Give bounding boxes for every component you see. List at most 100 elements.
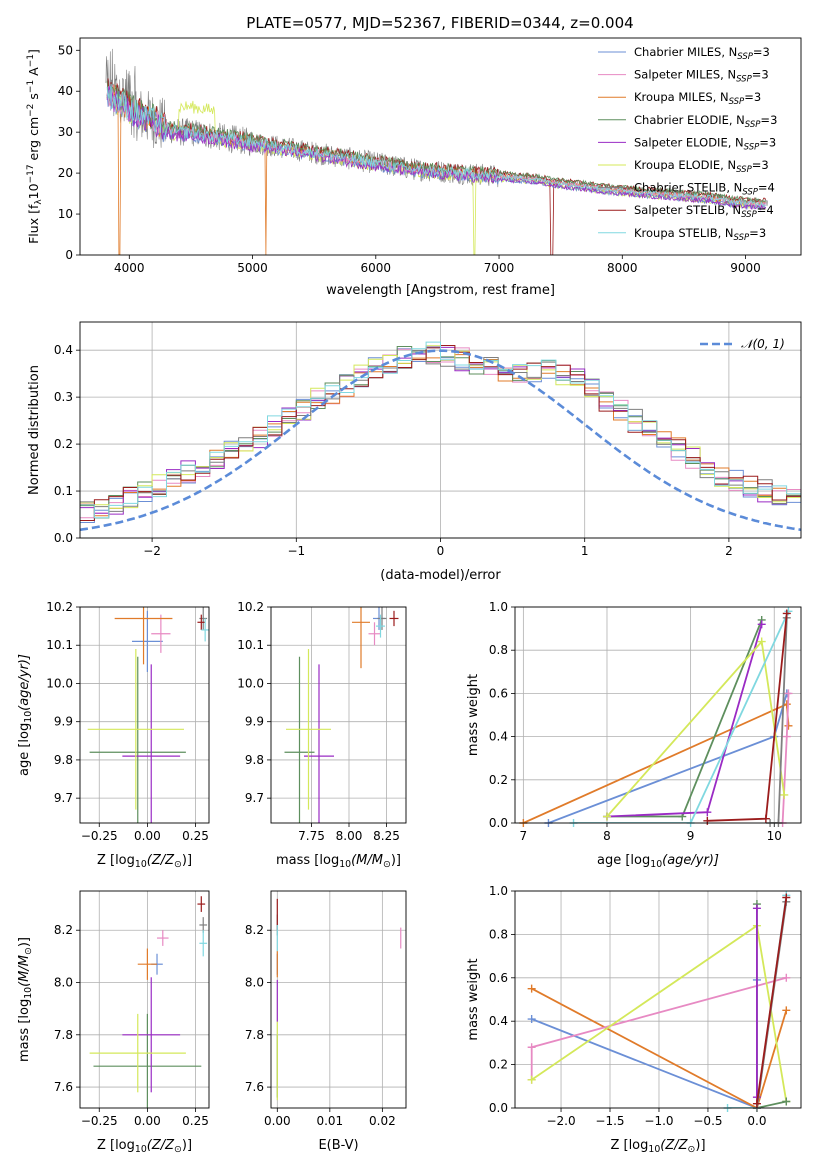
age-vs-Z-xtick-label: −0.25 <box>81 829 118 843</box>
legend-label-part: 3 <box>770 113 777 127</box>
age-vs-mass-xlabel-part: mass [log <box>276 853 339 868</box>
legend-label-part: = <box>753 45 763 59</box>
legend-label-chabrier-elodie: Chabrier ELODIE, NSSP=3 <box>634 113 777 130</box>
legend-label-part: , N <box>721 45 737 59</box>
residuals-frame <box>79 321 802 539</box>
legend-label-part: = <box>760 113 770 127</box>
mass-vs-Z-xtick-label: 0.00 <box>134 1114 161 1128</box>
spectrum-xtick-label: 5000 <box>237 261 268 275</box>
weight-vs-Z-ytick-label: 0.2 <box>489 1058 508 1072</box>
mass-vs-EBV-ytick-label: 7.6 <box>245 1080 264 1094</box>
weight-vs-age-marker-kroupa-miles <box>784 721 793 730</box>
weight-vs-Z-marker-salpeter-miles <box>782 973 791 982</box>
age-vs-Z-ytick-label: 9.7 <box>54 791 73 805</box>
legend-label-part: , N <box>726 181 742 195</box>
weight-vs-age-xtick-label: 10 <box>767 829 782 843</box>
legend-label-part: = <box>757 203 767 217</box>
mass-vs-Z-xlabel-part: (Z/Z <box>147 1138 175 1153</box>
spectrum-xtick-label: 8000 <box>607 261 638 275</box>
mass-vs-Z-ytick-label: 8.2 <box>54 923 73 937</box>
legend-label-part: Chabrier MILES <box>634 45 721 59</box>
age-vs-mass-panel: 7.75 8.00 8.25 9.7 9.8 9.9 10.0 10.1 10.2 mass [l… <box>237 600 407 870</box>
legend-label-part: = <box>749 226 759 240</box>
legend-label-part: Kroupa MILES <box>634 90 713 104</box>
residuals-ytick-label: 0.1 <box>54 484 73 498</box>
age-vs-Z-ytick-label: 10.1 <box>46 638 73 652</box>
spectrum-xtick-label: 6000 <box>361 261 392 275</box>
legend-label-part: Kroupa ELODIE <box>634 158 720 172</box>
weight-vs-age-frame <box>514 606 802 824</box>
weight-vs-Z-xlabel-part: (Z/Z <box>660 1138 688 1153</box>
spectrum-ylabel-part: ] <box>26 49 41 54</box>
age-vs-Z-xlabel-part: )] <box>182 853 192 868</box>
age-vs-mass-xtick-label: 7.75 <box>298 829 325 843</box>
residual-hist-salpeter-stelib <box>80 345 801 526</box>
mass-vs-Z-ytick-label: 7.8 <box>54 1028 73 1042</box>
weight-vs-age-marker-salpeter-stelib <box>703 816 712 825</box>
mass-vs-EBV-frame <box>270 890 407 1109</box>
spectrum-ylabel-part: A <box>26 67 41 80</box>
spectrum-ytick-label: 50 <box>58 43 73 57</box>
weight-vs-age-marker-salpeter-stelib <box>761 814 770 823</box>
age-vs-Z-ytick-label: 10.2 <box>46 600 73 614</box>
spectrum-panel: 4000 5000 6000 7000 8000 9000 0 10 20 30 40 50 wavel… <box>26 37 802 298</box>
mass-vs-Z-panel: −0.25 0.00 0.257.67.88.08.2Z [log10(Z/Z⊙)]… <box>17 890 210 1155</box>
residuals-ylabel: Normed distribution <box>27 365 42 495</box>
weight-vs-Z-xtick-label: −2.0 <box>546 1114 575 1128</box>
mass-vs-EBV-ytick-label: 8.0 <box>245 976 264 990</box>
spectrum-xtick-label: 7000 <box>484 261 515 275</box>
weight-vs-age-marker-salpeter-elodie <box>703 808 712 817</box>
residual-hist-salpeter-elodie <box>80 345 801 525</box>
mass-vs-Z-ylabel-part: mass [log <box>17 999 32 1062</box>
age-vs-mass-xlabel-part: (M/M <box>351 853 383 868</box>
spectrum-ylabel-part: λ <box>34 199 44 205</box>
residuals-xlabel: (data-model)/error <box>380 568 501 583</box>
residuals-xtick-label: 1 <box>581 544 589 558</box>
legend-label-part: Kroupa STELIB <box>634 226 718 240</box>
spectrum-ylabel-part: Flux [f <box>26 204 41 244</box>
weight-vs-age-marker-salpeter-miles <box>782 732 791 741</box>
age-vs-Z-ylabel-part: (age/yr)] <box>17 654 32 711</box>
age-vs-Z-panel: −0.25 0.00 0.25 9.7 9.8 9.9 10.0 10.1 10.2 Z [log… <box>17 600 210 870</box>
legend-label-part: Salpeter STELIB <box>634 203 725 217</box>
mass-vs-Z-ylabel: mass [log10(M/M⊙)] <box>17 937 34 1062</box>
spectrum-frame <box>79 37 802 256</box>
age-vs-mass-ytick-label: 10.2 <box>237 600 264 614</box>
weight-vs-age-xlabel-part: (age/yr)] <box>662 853 719 868</box>
spectrum-ylabel: Flux [fλ10−17 erg cm−2 s−1 A−1] <box>26 49 44 244</box>
mass-vs-Z-xlabel-part: )] <box>182 1138 192 1153</box>
legend-label-kroupa-stelib: Kroupa STELIB, NSSP=3 <box>634 226 766 243</box>
figure-title: PLATE=0577, MJD=52367, FIBERID=0344, z=0… <box>246 14 633 32</box>
legend-label-chabrier-stelib: Chabrier STELIB, NSSP=4 <box>634 181 775 198</box>
age-vs-mass-ytick-label: 9.8 <box>245 753 264 767</box>
legend-label-part: , N <box>728 135 744 149</box>
legend-label-chabrier-miles: Chabrier MILES, NSSP=3 <box>634 45 770 62</box>
spectrum-ylabel-part: −17 <box>26 164 36 183</box>
residuals-ytick-label: 0.2 <box>54 437 73 451</box>
weight-vs-age-ytick-label: 0.6 <box>489 686 508 700</box>
legend-label-part: , N <box>713 90 729 104</box>
age-vs-mass-xtick-label: 8.00 <box>336 829 363 843</box>
weight-vs-Z-xtick-label: −1.0 <box>644 1114 673 1128</box>
mass-vs-EBV-ytick-label: 8.2 <box>245 923 264 937</box>
spectrum-ytick-label: 10 <box>58 207 73 221</box>
mass-vs-Z-ylabel-part: (M/M <box>17 955 32 987</box>
legend-label-part: SSP <box>729 97 745 107</box>
legend-label-part: SSP <box>741 210 757 220</box>
legend-label-part: SSP <box>737 52 753 62</box>
weight-vs-Z-marker-chabrier-miles <box>527 1015 536 1024</box>
legend-gaussian-label: 𝒩(0, 1) <box>741 337 785 351</box>
age-vs-mass-xtick-label: 8.25 <box>373 829 400 843</box>
spectrum-ylabel-part: −2 <box>26 104 36 117</box>
weight-vs-Z-marker-salpeter-miles <box>527 1043 536 1052</box>
mass-vs-Z-xtick-label: 0.25 <box>182 1114 209 1128</box>
weight-vs-Z-line-salpeter-stelib <box>756 897 788 1104</box>
legend-label-part: SSP <box>734 233 750 243</box>
mass-vs-EBV-xtick-label: 0.02 <box>369 1114 396 1128</box>
weight-vs-Z-xtick-label: 0.0 <box>747 1114 766 1128</box>
age-vs-Z-ylabel-part: 10 <box>23 711 34 723</box>
residual-hist-salpeter-miles <box>80 347 801 525</box>
legend-label-part: , N <box>720 68 736 82</box>
legend-label-kroupa-elodie: Kroupa ELODIE, NSSP=3 <box>634 158 769 175</box>
weight-vs-age-marker-kroupa-elodie <box>757 637 766 646</box>
